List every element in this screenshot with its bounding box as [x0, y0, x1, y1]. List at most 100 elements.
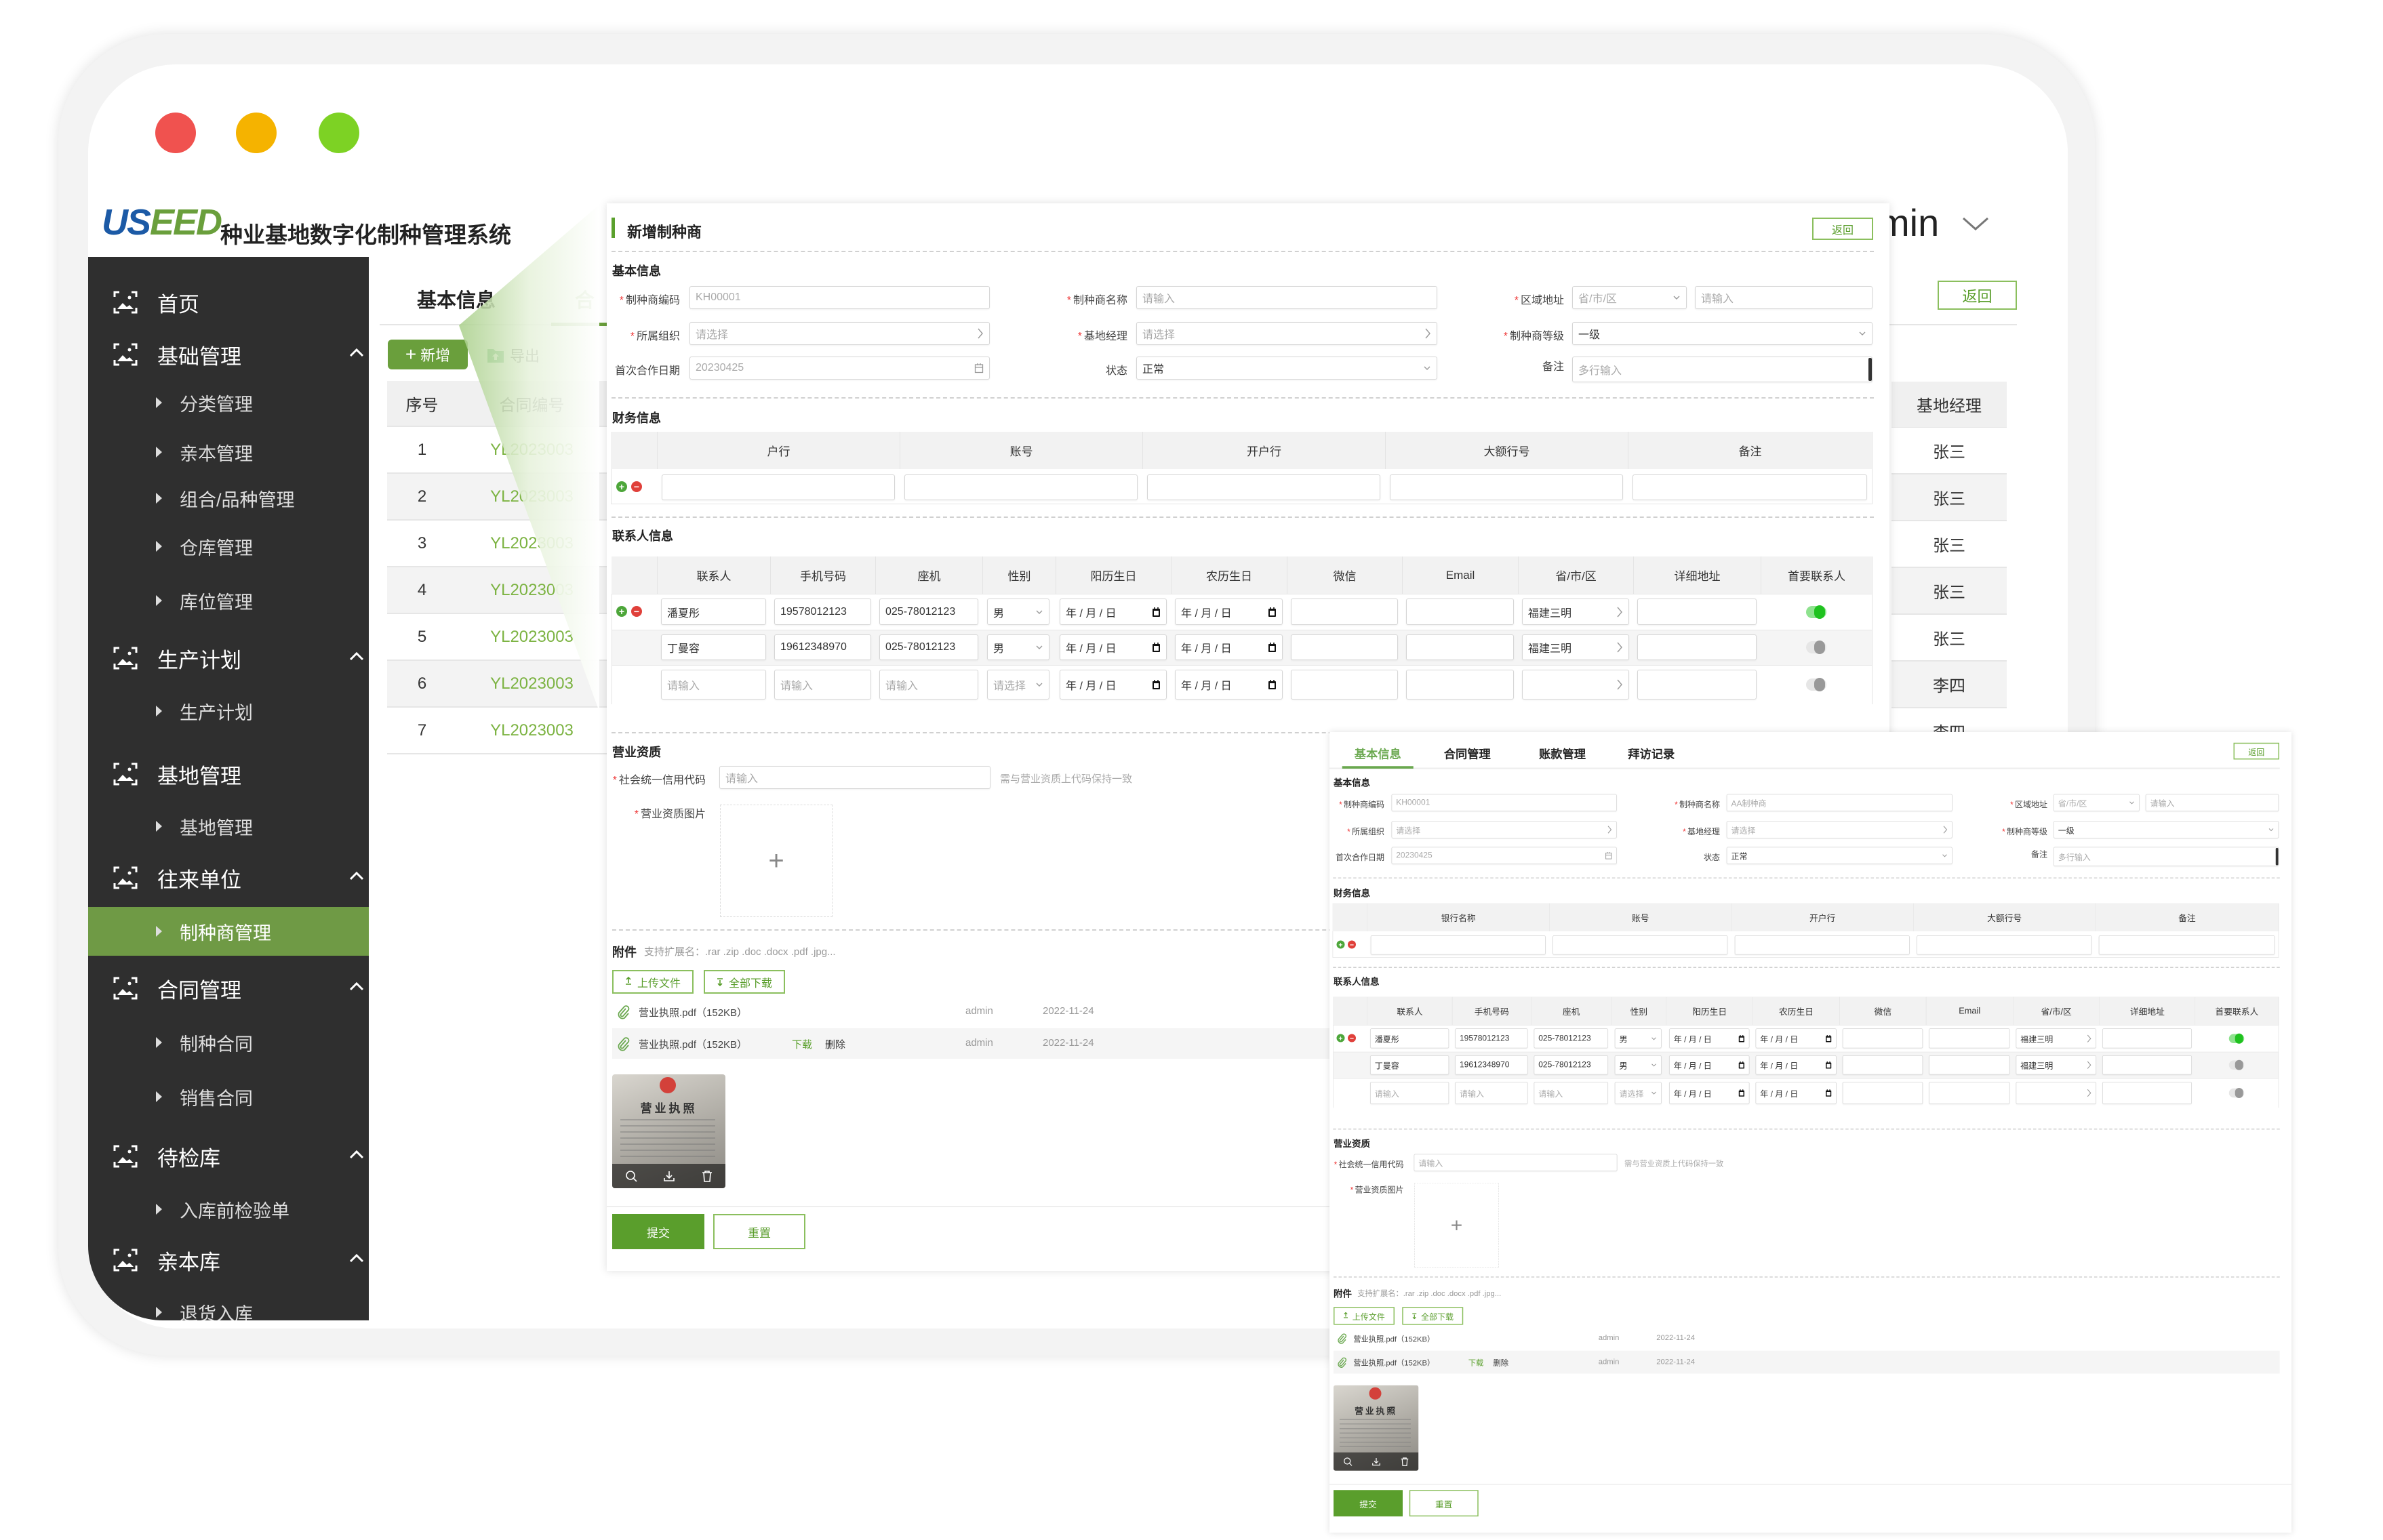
finance-cell-input[interactable] [1370, 935, 1546, 955]
contact-lunar-birthday-input[interactable]: 年 / 月 / 日 [1755, 1028, 1837, 1049]
contact-lunar-birthday-input[interactable]: 年 / 月 / 日 [1175, 634, 1283, 660]
region-detail-input[interactable]: 请输入 [1695, 286, 1873, 309]
region-select[interactable]: 省/市/区 [1572, 286, 1687, 309]
contact-name-input[interactable]: 丁曼容 [661, 634, 766, 660]
contact-wechat-input[interactable] [1291, 634, 1398, 660]
organization-select[interactable]: 请选择 [689, 322, 990, 345]
contract-code-link[interactable]: YL2023003 [457, 708, 607, 754]
contact-name-input[interactable]: 请输入 [1370, 1082, 1449, 1104]
status-select[interactable]: 正常 [1136, 357, 1437, 380]
contact-phone-input[interactable]: 19612348970 [1455, 1055, 1528, 1075]
add-row-icon[interactable]: + [616, 481, 627, 492]
license-thumbnail[interactable]: 营业执照 [612, 1074, 725, 1188]
supplier-code-input[interactable]: KH00001 [689, 286, 990, 309]
contact-email-input[interactable] [1929, 1055, 2010, 1075]
contact-wechat-input[interactable] [1842, 1055, 1923, 1075]
contact-gender-input[interactable]: 男 [987, 599, 1049, 625]
finance-cell-input[interactable] [904, 474, 1138, 500]
delete-icon[interactable] [1401, 1457, 1409, 1467]
chevron-up-icon[interactable] [349, 348, 364, 361]
sidebar-item[interactable]: 基地管理 [88, 754, 369, 794]
chevron-down-icon[interactable] [1961, 216, 1990, 233]
file-download-link[interactable]: 下载 [1468, 1358, 1484, 1368]
contact-address-input[interactable] [2102, 1055, 2192, 1075]
contact-lunar-birthday-input[interactable]: 年 / 月 / 日 [1755, 1055, 1837, 1075]
reset-button[interactable]: 重置 [1409, 1490, 1479, 1517]
submit-button[interactable]: 提交 [612, 1214, 704, 1249]
primary-contact-toggle[interactable] [2228, 1033, 2245, 1044]
license-thumbnail[interactable]: 营业执照 [1334, 1385, 1419, 1471]
contact-gender-input[interactable]: 请选择 [1614, 1082, 1662, 1104]
contact-gender-input[interactable]: 男 [1614, 1055, 1662, 1075]
contact-solar-birthday-input[interactable]: 年 / 月 / 日 [1669, 1082, 1750, 1104]
tab[interactable]: 账款管理 [1539, 747, 1586, 761]
contact-gender-input[interactable]: 男 [987, 634, 1049, 660]
contact-phone-input[interactable]: 19578012123 [774, 599, 871, 625]
submit-button[interactable]: 提交 [1334, 1490, 1403, 1517]
contact-name-input[interactable]: 潘夏彤 [1370, 1028, 1449, 1049]
contact-landline-input[interactable]: 025-78012123 [879, 599, 978, 625]
contact-gender-input[interactable]: 男 [1614, 1028, 1662, 1049]
contact-wechat-input[interactable] [1842, 1028, 1923, 1049]
contact-email-input[interactable] [1929, 1082, 2010, 1104]
chevron-up-icon[interactable] [349, 651, 364, 664]
contact-gender-input[interactable]: 请选择 [987, 670, 1049, 700]
contact-address-input[interactable] [1637, 670, 1757, 700]
contact-region-input[interactable] [2016, 1082, 2096, 1104]
back-button[interactable]: 返回 [2233, 742, 2279, 760]
remove-row-icon[interactable]: − [1348, 940, 1356, 949]
chevron-up-icon[interactable] [349, 871, 364, 884]
contact-region-input[interactable]: 福建三明 [2016, 1055, 2096, 1075]
contact-phone-input[interactable]: 请输入 [1455, 1082, 1528, 1104]
base-manager-select[interactable]: 请选择 [1726, 821, 1953, 838]
contact-address-input[interactable] [1637, 599, 1757, 625]
first-cooperation-date-input[interactable]: 20230425 [1391, 847, 1617, 864]
sidebar-item[interactable]: 退货入库 [88, 1292, 369, 1320]
back-button[interactable]: 返回 [1938, 281, 2017, 310]
contact-region-input[interactable]: 福建三明 [2016, 1028, 2096, 1049]
contact-email-input[interactable] [1406, 634, 1514, 660]
sidebar-item[interactable]: 亲本库 [88, 1240, 369, 1280]
file-delete-link[interactable]: 删除 [825, 1039, 846, 1051]
first-cooperation-date-input[interactable]: 20230425 [689, 357, 990, 380]
chevron-up-icon[interactable] [349, 1150, 364, 1162]
add-row-icon[interactable]: + [616, 606, 627, 617]
contact-region-input[interactable] [1522, 670, 1629, 700]
download-icon[interactable] [1372, 1457, 1382, 1467]
sidebar-item[interactable]: 生产计划 [88, 638, 369, 678]
contact-landline-input[interactable]: 025-78012123 [879, 634, 978, 660]
sidebar-item[interactable]: 生产计划 [88, 691, 369, 731]
status-select[interactable]: 正常 [1726, 847, 1953, 864]
contact-address-input[interactable] [2102, 1082, 2192, 1104]
remove-row-icon[interactable]: − [631, 481, 642, 492]
finance-cell-input[interactable] [2098, 935, 2275, 955]
sidebar-item[interactable]: 库位管理 [88, 580, 369, 621]
upload-file-button[interactable]: 上传文件 [612, 970, 694, 994]
supplier-code-input[interactable]: KH00001 [1391, 794, 1617, 811]
download-all-button[interactable]: 全部下载 [704, 970, 785, 994]
tab[interactable]: 拜访记录 [1628, 747, 1675, 761]
credit-code-input[interactable]: 请输入 [1414, 1154, 1618, 1171]
upload-file-button[interactable]: 上传文件 [1334, 1307, 1395, 1325]
primary-contact-toggle[interactable] [1806, 678, 1826, 691]
primary-contact-toggle[interactable] [2228, 1088, 2245, 1098]
region-select[interactable]: 省/市/区 [2054, 794, 2140, 811]
primary-contact-toggle[interactable] [2228, 1059, 2245, 1070]
contact-phone-input[interactable]: 19612348970 [774, 634, 871, 660]
remove-row-icon[interactable]: − [1348, 1034, 1356, 1042]
preview-icon[interactable] [1343, 1457, 1353, 1467]
contact-landline-input[interactable]: 025-78012123 [1534, 1028, 1608, 1049]
contact-name-input[interactable]: 请输入 [661, 670, 766, 700]
sidebar-item[interactable]: 组合/品种管理 [88, 478, 369, 519]
file-download-link[interactable]: 下载 [792, 1039, 813, 1051]
textarea-resize-handle[interactable] [1868, 358, 1872, 381]
upload-image-button[interactable]: + [1414, 1183, 1499, 1268]
credit-code-input[interactable]: 请输入 [719, 766, 990, 789]
close-window-button[interactable] [155, 113, 196, 153]
sidebar-item[interactable]: 基础管理 [88, 334, 369, 375]
contact-solar-birthday-input[interactable]: 年 / 月 / 日 [1669, 1028, 1750, 1049]
contact-email-input[interactable] [1929, 1028, 2010, 1049]
remark-textarea[interactable]: 多行输入 [2054, 847, 2279, 866]
add-row-icon[interactable]: + [1336, 940, 1345, 949]
contract-code-link[interactable]: YL2023003 [457, 661, 607, 708]
